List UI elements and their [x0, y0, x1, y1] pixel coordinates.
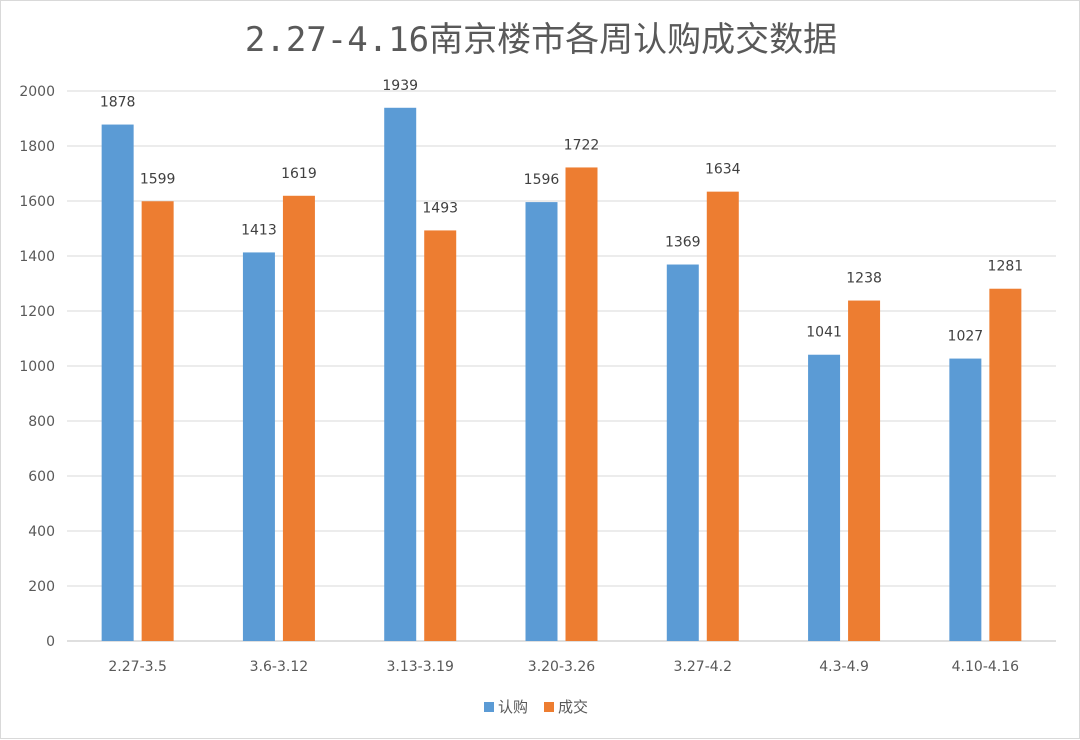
legend-label: 认购 [498, 698, 528, 716]
bar-subscription [525, 202, 558, 641]
data-label: 1281 [988, 259, 1024, 275]
data-label: 1413 [241, 222, 277, 238]
data-label: 1878 [100, 95, 136, 111]
y-tick-label: 1600 [19, 194, 55, 210]
y-tick-label: 800 [28, 414, 55, 430]
data-label: 1634 [705, 162, 741, 178]
bar-subscription [101, 124, 134, 642]
x-category-label: 3.13-3.19 [387, 659, 454, 675]
y-axis-ticks: 0 200 400 600 800 1000 1200 1400 1600 1800 2000 [19, 84, 55, 650]
x-axis-categories: 2.27-3.5 3.6-3.12 3.13-3.19 3.20-3.26 3.27-4… [108, 659, 1019, 675]
y-tick-label: 1000 [19, 359, 55, 375]
chart-title: 2.27-4.16南京楼市各周认购成交数据 [245, 20, 837, 60]
data-label: 1027 [948, 329, 984, 345]
data-labels: 1878 1599 1413 1619 1939 1493 1596 1722 1369 1634… [100, 78, 1023, 345]
legend: 认购 成交 [484, 698, 588, 716]
y-tick-label: 1800 [19, 139, 55, 155]
y-tick-label: 2000 [19, 84, 55, 100]
y-tick-label: 400 [28, 524, 55, 540]
y-tick-label: 600 [28, 469, 55, 485]
gridlines [67, 90, 1056, 642]
data-label: 1238 [846, 271, 882, 287]
x-category-label: 4.3-4.9 [819, 659, 869, 675]
bar-deal [706, 191, 739, 641]
x-category-label: 4.10-4.16 [952, 659, 1019, 675]
x-category-label: 3.20-3.26 [528, 659, 595, 675]
bar-deal [424, 230, 457, 642]
data-label: 1493 [422, 200, 458, 216]
data-label: 1619 [281, 166, 317, 182]
legend-label: 成交 [558, 698, 588, 716]
x-category-label: 3.6-3.12 [250, 659, 309, 675]
y-tick-label: 200 [28, 579, 55, 595]
y-tick-label: 1200 [19, 304, 55, 320]
bar-subscription [949, 358, 982, 641]
bar-deal [141, 201, 174, 641]
legend-swatch [544, 702, 554, 712]
data-label: 1369 [665, 235, 701, 251]
x-category-label: 2.27-3.5 [108, 659, 167, 675]
bar-subscription [808, 354, 841, 641]
legend-swatch [484, 702, 494, 712]
data-label: 1939 [382, 78, 418, 94]
bar-deal [989, 288, 1022, 641]
bar-deal [565, 167, 598, 641]
bar-subscription [242, 252, 275, 642]
bar-deal [282, 195, 315, 641]
data-label: 1722 [564, 137, 600, 153]
data-label: 1041 [806, 325, 842, 341]
x-category-label: 3.27-4.2 [674, 659, 733, 675]
data-label: 1596 [524, 172, 560, 188]
data-label: 1599 [140, 171, 176, 187]
y-tick-label: 0 [46, 634, 55, 650]
bar-subscription [384, 107, 417, 641]
bars [101, 107, 1022, 642]
bar-deal [848, 300, 881, 641]
bar-subscription [666, 264, 699, 641]
y-tick-label: 1400 [19, 249, 55, 265]
